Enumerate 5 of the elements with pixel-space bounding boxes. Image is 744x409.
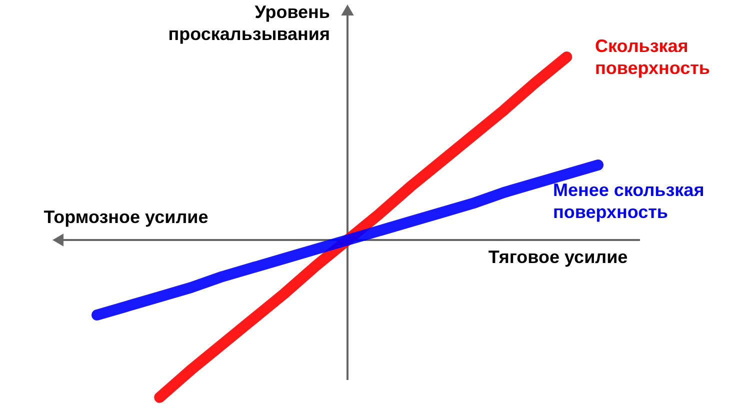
annotation: Тормозное усилие (44, 207, 208, 227)
series-label: Менее скользкая поверхность (553, 180, 704, 222)
series-label: Скользкая поверхность (595, 36, 710, 78)
x-axis-title: Тяговое усилие (488, 247, 628, 267)
y-axis-title: Уровень проскальзывания (168, 2, 330, 44)
